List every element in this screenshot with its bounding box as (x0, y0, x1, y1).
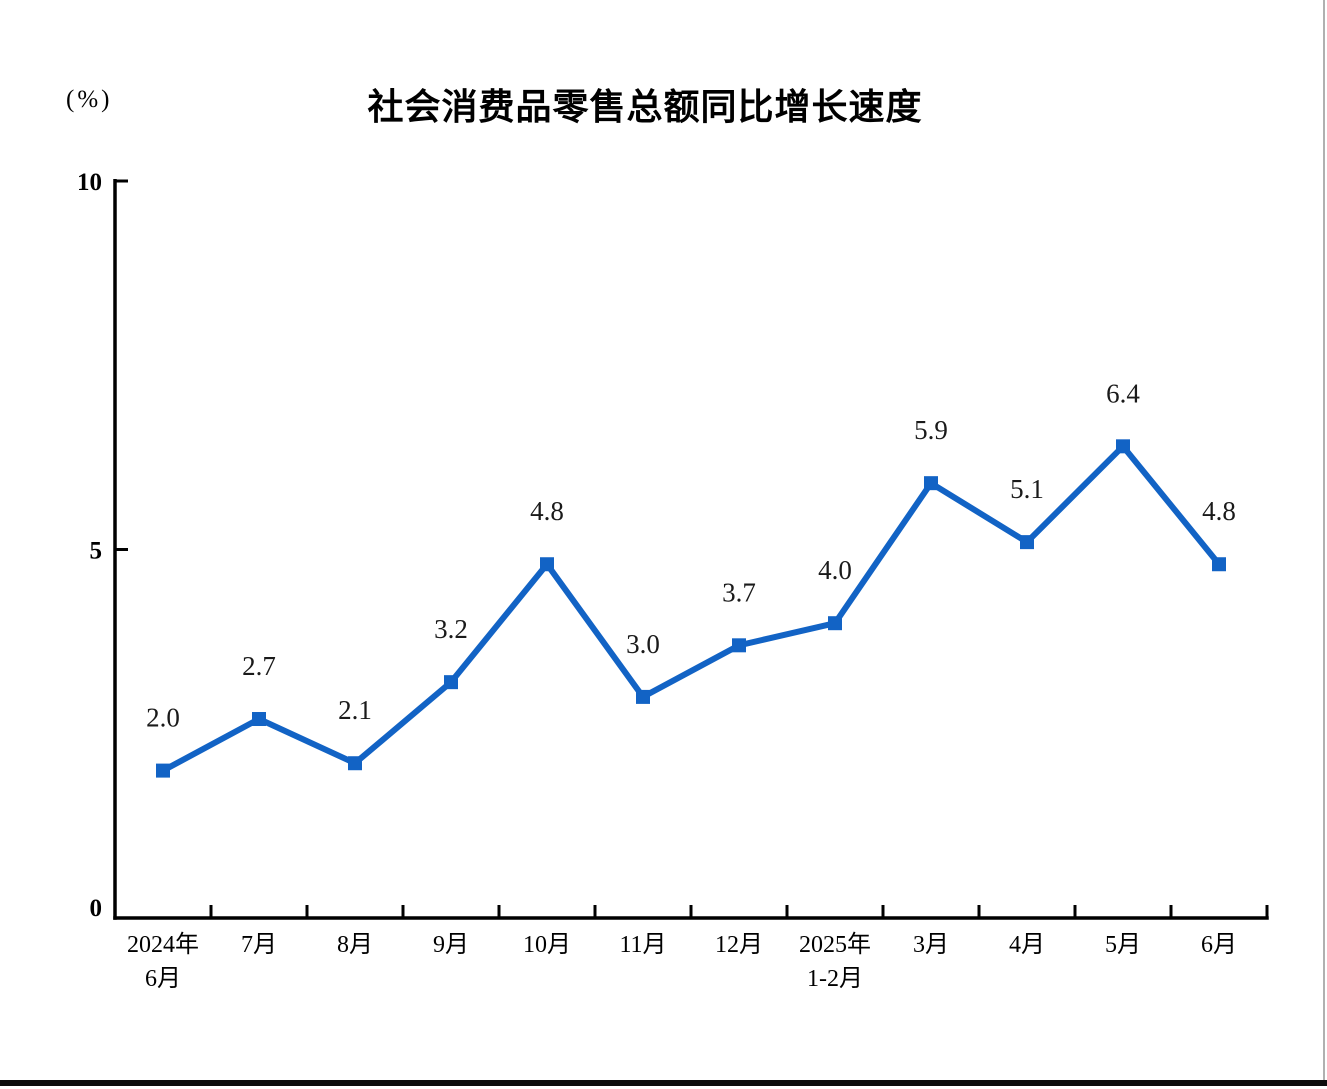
data-value-label: 4.8 (1202, 496, 1236, 526)
x-category-label: 11月 (619, 932, 666, 958)
data-value-label: 3.0 (626, 629, 660, 659)
x-category-label: 4月 (1009, 932, 1045, 958)
data-point-marker (348, 756, 362, 771)
y-tick-label: 5 (90, 538, 103, 565)
data-point-marker (444, 675, 458, 690)
x-category-label: 6月 (1201, 932, 1237, 958)
y-tick-label: 0 (90, 895, 103, 922)
x-category-label: 2024年 (127, 931, 199, 958)
data-value-label: 2.0 (146, 703, 180, 733)
data-value-label: 5.1 (1010, 474, 1044, 504)
data-value-label: 4.8 (530, 496, 564, 526)
data-value-label: 6.4 (1106, 378, 1140, 408)
data-point-marker (828, 616, 842, 631)
data-value-label: 3.7 (722, 577, 756, 607)
x-category-label: 12月 (715, 932, 763, 958)
x-category-label: 1-2月 (807, 966, 863, 992)
y-tick-label: 10 (77, 169, 102, 196)
data-point-marker (1116, 439, 1130, 454)
data-point-marker (1020, 535, 1034, 550)
x-category-label: 10月 (523, 932, 571, 958)
x-category-label: 7月 (241, 932, 277, 958)
data-point-marker (924, 476, 938, 491)
data-value-label: 4.0 (818, 555, 852, 585)
chart-title: 社会消费品零售总额同比增长速度 (367, 87, 923, 128)
data-point-marker (1212, 557, 1226, 572)
series-line (161, 441, 1222, 774)
data-point-marker (156, 763, 170, 778)
x-category-label: 3月 (913, 932, 949, 958)
data-value-label: 5.9 (914, 415, 948, 445)
x-category-label: 9月 (433, 932, 469, 958)
x-category-label: 5月 (1105, 932, 1141, 958)
data-point-marker (636, 689, 650, 704)
y-axis-unit-label: (%) (66, 86, 113, 113)
data-point-marker (252, 712, 266, 727)
data-value-label: 3.2 (434, 614, 468, 644)
data-value-label: 2.7 (242, 651, 276, 681)
x-category-label: 8月 (337, 932, 373, 958)
x-category-label: 2025年 (799, 931, 871, 958)
window-bottom-edge (0, 1080, 1327, 1086)
data-point-marker (732, 638, 746, 653)
data-point-marker (540, 557, 554, 572)
x-category-label: 6月 (145, 966, 181, 992)
data-value-label: 2.1 (338, 695, 372, 725)
window-right-border (1323, 0, 1325, 1080)
